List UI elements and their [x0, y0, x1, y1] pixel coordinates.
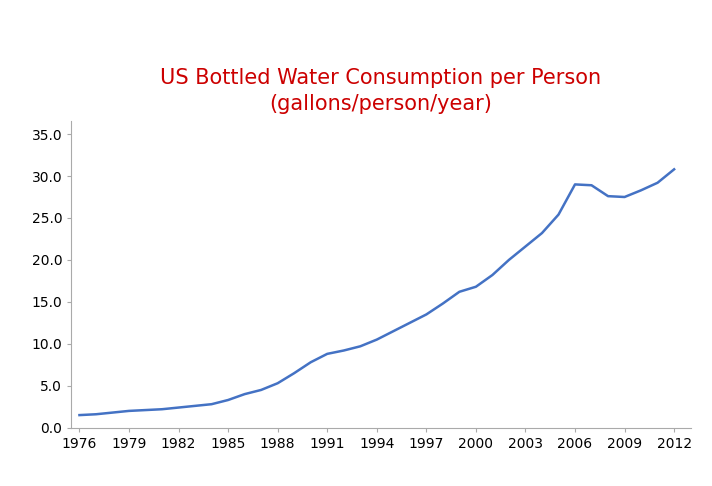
- Title: US Bottled Water Consumption per Person
(gallons/person/year): US Bottled Water Consumption per Person …: [160, 68, 602, 114]
